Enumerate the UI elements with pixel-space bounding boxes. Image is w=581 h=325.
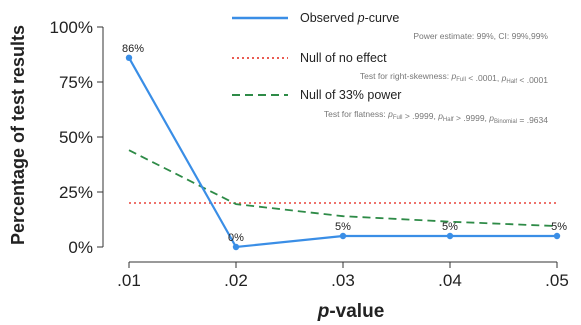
x-axis-label-rest: -value [329,301,384,322]
data-label: 5% [442,221,458,233]
data-labels-layer: 86% 0% 5% 5% 5% [122,43,567,244]
legend-subtitle-0: Power estimate: 99%, CI: 99%,99% [413,31,548,41]
axes: 0% 25% 50% 75% 100% .01 .02 .03 .04 .05 [50,18,569,290]
legend-subtitle-2: Test for flatness: pFull > .9999, pHalf … [324,109,548,125]
legend-subtitle-1: Test for right-skewness: pFull < .0001, … [360,71,548,85]
legend-label-2: Null of 33% power [300,88,401,102]
y-tick-label: 50% [59,128,93,147]
x-tick-label: .05 [545,271,569,290]
x-axis-label-italic: p [317,301,330,322]
y-tick-label: 100% [50,18,93,37]
data-label: 0% [228,232,244,244]
data-point [339,232,347,240]
x-tick-label: .01 [117,271,141,290]
series-layer [125,54,561,251]
data-label: 86% [122,43,144,55]
data-point [125,54,133,61]
series-line-0 [128,57,557,249]
series-line-2 [128,149,558,227]
data-point [553,232,561,240]
y-tick-label: 25% [59,183,93,202]
legend-label-1: Null of no effect [300,51,387,65]
legend-label-0: Observed p-curve [300,11,399,25]
y-tick-label: 0% [68,238,93,257]
data-point [446,232,454,240]
x-tick-label: .02 [224,271,248,290]
x-tick-label: .03 [331,271,355,290]
y-axis-label: Percentage of test results [8,25,28,245]
data-label: 5% [335,221,351,233]
x-tick-label: .04 [438,271,462,290]
data-label: 5% [551,221,567,233]
y-tick-label: 75% [59,73,93,92]
x-axis-label: p-value [317,301,385,322]
data-point [232,243,240,251]
legend: Observed p-curve Power estimate: 99%, CI:… [232,11,548,125]
